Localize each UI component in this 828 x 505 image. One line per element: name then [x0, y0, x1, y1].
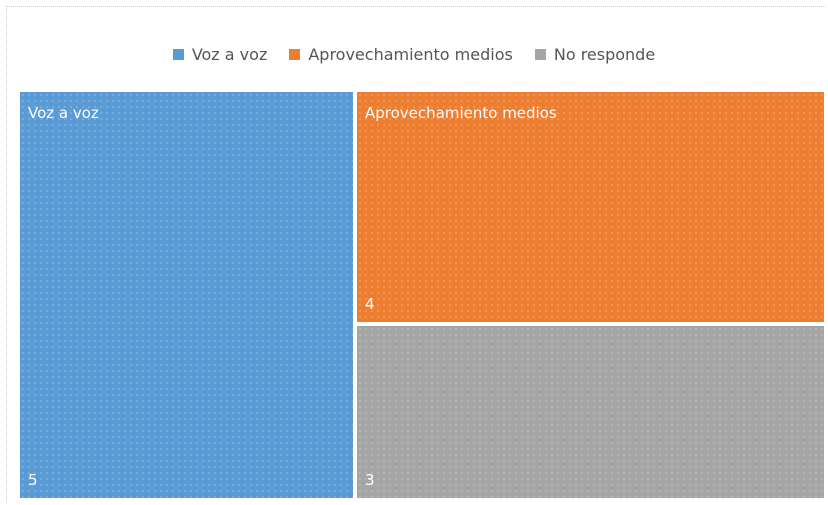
legend-swatch-no-responde: [534, 48, 546, 60]
tile-value-label-no-responde: 3: [365, 471, 375, 489]
treemap-tile-aprovechamiento-medios: Aprovechamiento medios 4: [357, 92, 824, 322]
tile-category-label-aprovechamiento-medios: Aprovechamiento medios: [365, 104, 557, 122]
chart-area: [6, 6, 826, 503]
tile-category-label-voz-a-voz: Voz a voz: [28, 104, 99, 122]
legend-label-aprovechamiento-medios: Aprovechamiento medios: [308, 44, 513, 64]
tile-value-label-aprovechamiento-medios: 4: [365, 295, 375, 313]
legend-entry-aprovechamiento-medios: Aprovechamiento medios: [289, 45, 513, 64]
treemap-tile-voz-a-voz: Voz a voz 5: [20, 92, 353, 498]
legend-label-no-responde: No responde: [553, 44, 656, 64]
legend-entry-no-responde: No responde: [534, 44, 656, 64]
legend-swatch-aprovechamiento-medios: [289, 48, 301, 60]
chart-legend: Voz a voz Aprovechamiento medios No resp…: [0, 42, 828, 66]
treemap-tile-no-responde: 3: [357, 326, 824, 498]
legend-swatch-voz-a-voz: [172, 48, 184, 60]
tile-value-label-voz-a-voz: 5: [28, 471, 38, 489]
treemap-plot: Voz a voz 5 Aprovechamiento medios 4 3: [20, 92, 824, 498]
legend-label-voz-a-voz: Voz a voz: [191, 44, 268, 64]
legend-entry-voz-a-voz: Voz a voz: [172, 44, 268, 64]
